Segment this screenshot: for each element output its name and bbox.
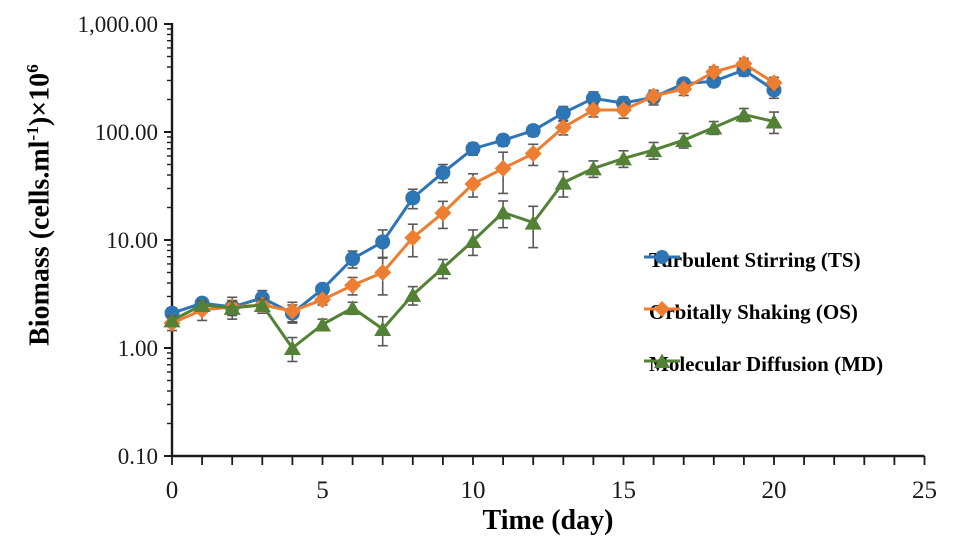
data-point bbox=[765, 74, 783, 92]
data-point bbox=[405, 190, 421, 206]
series-diamond bbox=[163, 55, 783, 332]
data-point bbox=[705, 63, 723, 81]
data-point bbox=[494, 159, 512, 177]
data-point bbox=[375, 234, 391, 250]
y-axis-title-part: )×10 bbox=[24, 72, 56, 127]
data-point bbox=[314, 317, 331, 332]
ts-circle-icon bbox=[644, 250, 680, 264]
x-tick-label: 15 bbox=[611, 477, 636, 504]
y-axis-ticks: 1,000.00 100.00 10.00 1.00 0.10 bbox=[78, 12, 172, 469]
legend-item-ts: Turbulent Stirring (TS) bbox=[644, 248, 861, 272]
error-bars bbox=[167, 57, 779, 332]
data-point bbox=[404, 229, 422, 247]
data-point bbox=[435, 165, 451, 181]
legend-label-ts: Turbulent Stirring (TS) bbox=[649, 247, 861, 272]
data-point bbox=[645, 87, 663, 105]
data-point bbox=[524, 145, 542, 163]
x-tick-label: 10 bbox=[461, 477, 486, 504]
data-point bbox=[283, 302, 301, 320]
data-point bbox=[555, 105, 571, 121]
y-tick-label: 1,000.00 bbox=[78, 12, 159, 37]
x-tick-label: 25 bbox=[912, 477, 937, 504]
data-point bbox=[735, 107, 753, 122]
data-point bbox=[524, 215, 542, 230]
x-tick-label: 20 bbox=[762, 477, 787, 504]
y-tick-label: 10.00 bbox=[106, 228, 158, 253]
data-point bbox=[554, 175, 572, 190]
y-axis-title-part: 6 bbox=[23, 64, 42, 73]
data-point bbox=[193, 297, 211, 313]
data-point bbox=[163, 312, 181, 328]
data-point bbox=[434, 260, 452, 276]
data-point bbox=[615, 150, 632, 166]
data-point bbox=[705, 120, 723, 135]
data-point bbox=[645, 142, 663, 158]
data-point bbox=[584, 101, 602, 119]
data-point bbox=[253, 297, 271, 313]
data-point bbox=[465, 141, 481, 157]
data-point bbox=[434, 204, 452, 222]
data-point bbox=[344, 276, 362, 294]
data-point bbox=[584, 160, 602, 176]
series-triangle bbox=[163, 107, 783, 363]
data-point bbox=[525, 123, 541, 139]
y-axis-title-part: Biomass (cells.ml bbox=[24, 140, 56, 346]
x-axis-title: Time (day) bbox=[482, 505, 614, 536]
y-tick-label: 100.00 bbox=[95, 120, 158, 145]
legend-item-md: Molecular Diffusion (MD) bbox=[644, 352, 883, 376]
data-point bbox=[374, 321, 392, 336]
data-point bbox=[615, 101, 632, 119]
legend-label-md: Molecular Diffusion (MD) bbox=[649, 351, 884, 376]
x-axis-ticks: 0 5 10 15 20 25 bbox=[166, 456, 937, 504]
legend-label-os: Orbitally Shaking (OS) bbox=[649, 299, 858, 324]
y-tick-label: 0.10 bbox=[118, 444, 158, 469]
data-point bbox=[735, 55, 753, 73]
data-point bbox=[404, 287, 422, 302]
data-point bbox=[585, 90, 601, 106]
data-point bbox=[675, 80, 693, 98]
data-point bbox=[464, 175, 482, 193]
data-point bbox=[283, 340, 301, 355]
data-point bbox=[464, 233, 482, 248]
data-point bbox=[345, 251, 361, 267]
os-diamond-icon bbox=[644, 301, 680, 317]
y-tick-label: 1.00 bbox=[118, 336, 158, 361]
data-point bbox=[494, 204, 512, 220]
y-axis-title-part: -1 bbox=[23, 126, 42, 141]
legend-item-os: Orbitally Shaking (OS) bbox=[644, 300, 858, 324]
data-point bbox=[554, 119, 572, 137]
y-axis-title: Biomass (cells.ml-1)×106 bbox=[13, 0, 56, 425]
data-point bbox=[344, 300, 362, 315]
series-markers bbox=[163, 107, 783, 355]
data-point bbox=[314, 291, 331, 309]
x-tick-label: 0 bbox=[166, 477, 179, 504]
data-point bbox=[223, 300, 241, 315]
data-point bbox=[765, 114, 783, 129]
data-point bbox=[495, 132, 511, 148]
x-tick-label: 5 bbox=[316, 477, 329, 504]
data-point bbox=[315, 281, 330, 297]
md-triangle-icon bbox=[644, 353, 680, 368]
axes bbox=[170, 23, 925, 458]
series-markers bbox=[163, 55, 783, 332]
data-point bbox=[374, 264, 392, 282]
data-point bbox=[675, 132, 693, 148]
